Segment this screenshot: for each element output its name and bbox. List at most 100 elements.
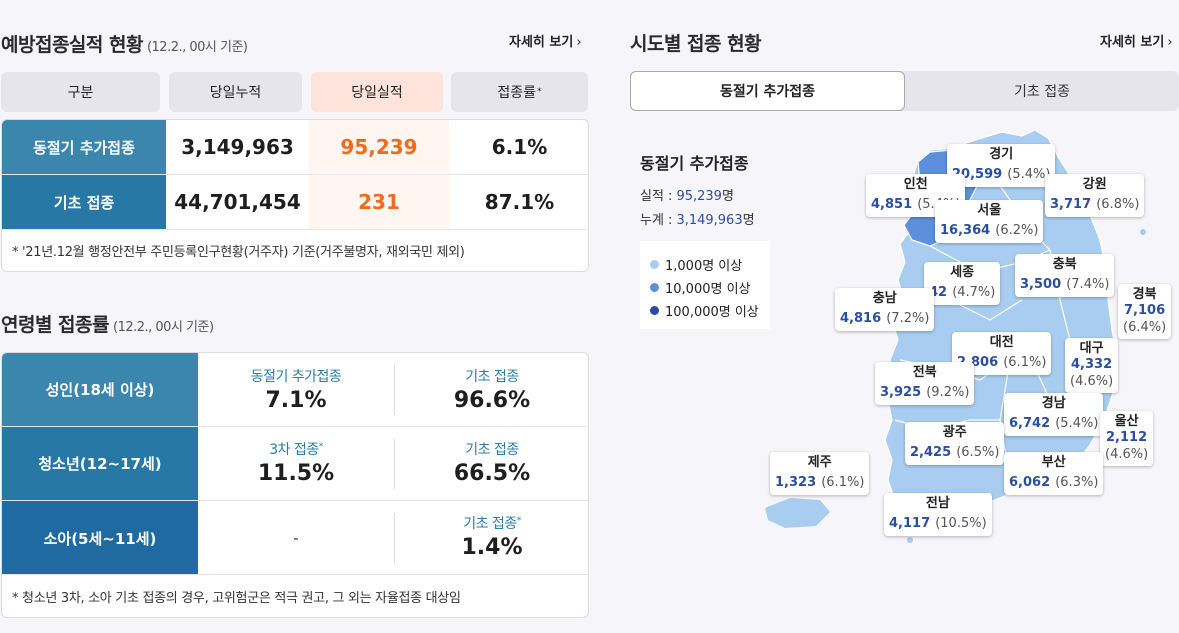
header-category-label: 구분 — [67, 85, 94, 101]
age-note: * 청소년 3차, 소아 기초 접종의 경우, 고위험군은 적극 권고, 그 외… — [12, 591, 461, 606]
region-pct: (10.5%) — [935, 516, 987, 532]
legend-dot-medium — [650, 283, 659, 292]
region-value: 2,425 — [910, 445, 952, 461]
perf-title: 예방접종실적 현황 — [1, 34, 143, 56]
region-seoul[interactable]: 서울 16,364 (6.2%) — [935, 200, 1044, 243]
region-value: 4,117 — [889, 516, 931, 532]
legend-label: 1,000명 이상 — [665, 259, 743, 274]
daily-value: 231 — [309, 175, 449, 229]
legend-dot-light — [650, 260, 659, 269]
row-label: 동절기 추가접종 — [2, 120, 166, 174]
region-value: 4,851 — [871, 197, 913, 213]
map-legend: 1,000명 이상 10,000명 이상 100,000명 이상 — [640, 241, 770, 329]
age-cell: 기초 접종 96.6% — [394, 366, 588, 413]
cumulative-value: 44,701,454 — [174, 190, 301, 214]
region-more-link[interactable]: 자세히 보기 › — [1100, 31, 1173, 50]
region-value: 1,323 — [775, 475, 817, 491]
region-daegu[interactable]: 대구 4,332 (4.6%) — [1065, 338, 1119, 393]
age-cell-label-text: 3차 접종 — [269, 442, 319, 458]
age-table: 성인(18세 이상) 청소년(12~17세) 소아(5세~11세) 동절기 추가… — [1, 352, 589, 618]
header-rate: 접종률 * — [451, 72, 588, 112]
header-category: 구분 — [1, 72, 160, 112]
stat-cumulative-value: 3,149,963 — [676, 213, 743, 228]
region-gyeonggi[interactable]: 경기 20,599 (5.4%) — [947, 144, 1056, 187]
map-island — [907, 537, 913, 543]
region-name: 부산 — [1041, 455, 1066, 470]
unit-label: 명 — [721, 189, 734, 204]
col-divider — [394, 439, 395, 489]
unit-label: 명 — [742, 213, 755, 228]
region-sejong[interactable]: 세종 42 (4.7%) — [924, 262, 1001, 305]
region-name: 충북 — [1052, 257, 1077, 272]
age-row-label: 청소년(12~17세) — [2, 427, 198, 501]
asterisk-mark: * — [537, 87, 542, 97]
region-value: 3,717 — [1050, 197, 1092, 213]
region-pct: (6.1%) — [821, 475, 865, 491]
region-name: 경북 — [1132, 287, 1157, 302]
age-cell-label: 기초 접종 — [465, 369, 519, 385]
age-cell: 기초 접종 66.5% — [394, 439, 588, 486]
cumulative-value: 3,149,963 — [181, 135, 294, 159]
age-subtitle: (12.2., 00시 기준) — [113, 320, 214, 335]
daily-value: 95,239 — [309, 120, 449, 174]
header-cumulative-label: 당일누적 — [209, 85, 262, 101]
legend-dot-dark — [650, 306, 659, 315]
age-row-label: 성인(18세 이상) — [2, 353, 198, 427]
age-cell-label: 3차 접종* — [198, 439, 394, 459]
legend-label: 10,000명 이상 — [665, 282, 751, 297]
region-value: 4,332 — [1071, 357, 1113, 373]
perf-note: * '21년.12월 행정안전부 주민등록인구현황(거주자) 기준(거주불명자,… — [12, 245, 465, 260]
header-rate-label: 접종률 — [497, 85, 537, 101]
age-cell-value: 96.6% — [453, 388, 531, 413]
region-pct: (9.2%) — [926, 385, 970, 401]
age-cell: 3차 접종* 11.5% — [198, 439, 394, 486]
region-gyeongbuk[interactable]: 경북 7,106 (6.4%) — [1118, 284, 1172, 339]
perf-more-link[interactable]: 자세히 보기 › — [509, 31, 582, 50]
legend-item: 10,000명 이상 — [650, 276, 770, 299]
perf-subtitle: (12.2., 00시 기준) — [146, 40, 248, 55]
tab-booster[interactable]: 동절기 추가접종 — [630, 71, 905, 111]
tab-basic[interactable]: 기초 접종 — [1014, 84, 1070, 100]
age-cell-label: 기초 접종 — [465, 442, 519, 458]
region-name: 세종 — [950, 265, 975, 280]
row-divider — [198, 426, 588, 427]
chevron-right-icon: › — [1167, 35, 1173, 50]
perf-more-label: 자세히 보기 — [509, 35, 574, 50]
region-chungbuk[interactable]: 충북 3,500 (7.4%) — [1015, 254, 1115, 297]
asterisk-mark: * — [318, 442, 324, 452]
stat-cumulative: 누계 :3,149,963명 — [640, 209, 755, 228]
region-pct: (5.4%) — [1055, 416, 1099, 432]
col-divider — [394, 365, 395, 415]
age-cell: 기초 접종* 1.4% — [394, 513, 588, 560]
row-label: 기초 접종 — [2, 175, 166, 229]
age-cell-value: 66.5% — [453, 461, 531, 486]
region-busan[interactable]: 부산 6,062 (6.3%) — [1004, 452, 1104, 495]
stat-performance: 실적 :95,239명 — [640, 185, 734, 204]
age-cell-value: 7.1% — [265, 388, 327, 413]
region-pct: (6.1%) — [1003, 355, 1047, 371]
region-chungnam[interactable]: 충남 4,816 (7.2%) — [835, 288, 935, 331]
region-name: 전북 — [912, 365, 937, 380]
region-jeonnam[interactable]: 전남 4,117 (10.5%) — [884, 493, 992, 536]
region-pct: (6.3%) — [1055, 475, 1099, 491]
map-ulleung — [1140, 229, 1146, 235]
rate-value: 87.1% — [484, 190, 555, 214]
region-ulsan[interactable]: 울산 2,112 (4.6%) — [1100, 411, 1154, 466]
row-divider — [2, 574, 588, 575]
region-jeonbuk[interactable]: 전북 3,925 (9.2%) — [875, 362, 975, 405]
region-gangwon[interactable]: 강원 3,717 (6.8%) — [1045, 174, 1145, 217]
region-gwangju[interactable]: 광주 2,425 (6.5%) — [905, 422, 1005, 465]
chevron-right-icon: › — [576, 35, 582, 50]
region-pct: (4.6%) — [1070, 373, 1114, 389]
table-row: 기초 접종 44,701,454 231 87.1% — [2, 175, 588, 230]
stat-performance-label: 실적 : — [640, 189, 673, 204]
region-gyeongnam[interactable]: 경남 6,742 (5.4%) — [1004, 393, 1104, 436]
region-pct: (6.8%) — [1096, 197, 1140, 213]
region-jeju[interactable]: 제주 1,323 (6.1%) — [770, 452, 870, 495]
header-cumulative: 당일누적 — [169, 72, 302, 112]
region-pct: (7.2%) — [886, 311, 930, 327]
age-cell: 동절기 추가접종 7.1% — [198, 366, 394, 413]
age-row-label: 소아(5세~11세) — [2, 501, 198, 575]
region-value: 6,742 — [1009, 416, 1051, 432]
region-value: 2,112 — [1106, 430, 1148, 446]
